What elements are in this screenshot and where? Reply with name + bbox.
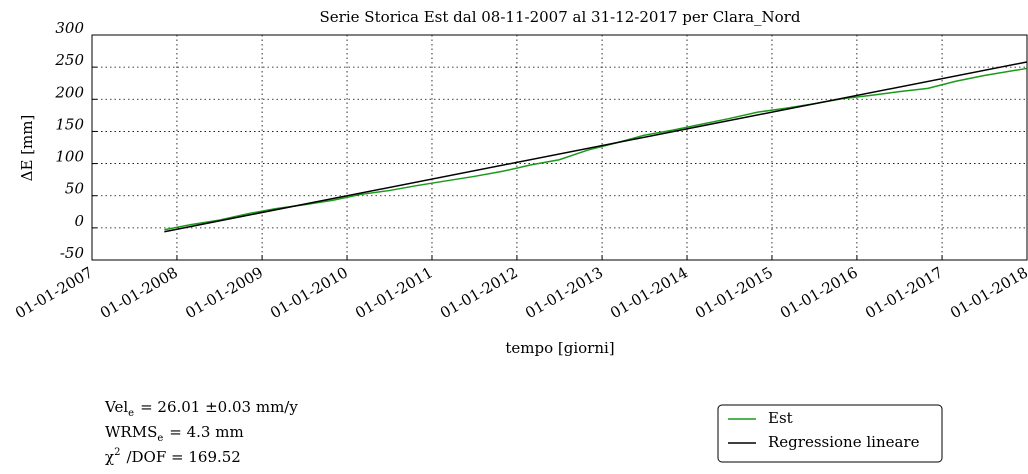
annotation: Vele = 26.01 ±0.03 mm/y <box>104 398 298 419</box>
x-tick-label: 01-01-2016 <box>777 263 861 322</box>
annotation-part: 2 <box>114 447 120 458</box>
y-tick-label: 150 <box>55 115 84 133</box>
x-tick-label: 01-01-2011 <box>352 263 436 322</box>
x-tick-label: 01-01-2010 <box>267 263 351 322</box>
x-tick-label: 01-01-2017 <box>862 263 946 322</box>
x-tick-label: 01-01-2014 <box>607 263 691 322</box>
y-tick-label: -50 <box>60 244 85 262</box>
annotation: χ2/DOF = 169.52 <box>105 447 241 467</box>
annotation-part: = 4.3 mm <box>169 423 243 441</box>
legend-box <box>717 404 943 463</box>
annotation-part: = 26.01 ±0.03 mm/y <box>140 398 298 416</box>
annotation-part: χ <box>105 448 114 466</box>
annotation-part: Vel <box>104 398 128 416</box>
x-tick-label: 01-01-2018 <box>947 263 1028 322</box>
x-axis-label: tempo [giorni] <box>505 339 614 357</box>
annotation: WRMSe = 4.3 mm <box>105 423 244 444</box>
annotation-part: /DOF = 169.52 <box>126 448 240 466</box>
y-tick-label: 200 <box>54 83 84 101</box>
y-tick-label: 50 <box>65 180 85 198</box>
legend-label: Regressione lineare <box>768 433 920 451</box>
y-tick-label: 300 <box>55 19 84 37</box>
data-line <box>164 61 1027 233</box>
chart-title: Serie Storica Est dal 08-11-2007 al 31-1… <box>320 8 801 26</box>
y-tick-label: 250 <box>54 51 84 69</box>
plot-frame <box>91 34 1028 261</box>
legend-label: Est <box>768 409 793 427</box>
x-tick-label: 01-01-2008 <box>97 263 181 322</box>
x-tick-label: 01-01-2013 <box>522 263 606 322</box>
x-tick-label: 01-01-2007 <box>12 263 96 322</box>
annotation-part: WRMS <box>105 423 157 441</box>
x-tick-label: 01-01-2015 <box>692 263 776 322</box>
x-tick-label: 01-01-2009 <box>182 263 266 322</box>
y-tick-label: 0 <box>74 212 84 230</box>
y-axis-label: ΔE [mm] <box>18 115 36 182</box>
annotation-part: e <box>157 433 163 444</box>
y-tick-label: 100 <box>55 148 84 166</box>
x-tick-label: 01-01-2012 <box>437 263 521 322</box>
annotation-part: e <box>128 408 134 419</box>
